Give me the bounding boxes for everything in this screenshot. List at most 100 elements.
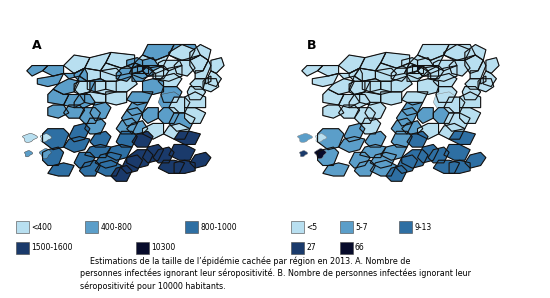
Polygon shape	[483, 71, 497, 87]
Polygon shape	[85, 118, 106, 134]
Polygon shape	[381, 145, 407, 160]
Text: <400: <400	[31, 223, 52, 232]
Polygon shape	[64, 55, 90, 73]
Polygon shape	[404, 63, 431, 79]
Polygon shape	[302, 66, 323, 76]
Polygon shape	[417, 145, 438, 163]
Polygon shape	[360, 52, 386, 71]
Polygon shape	[158, 160, 185, 173]
Polygon shape	[438, 123, 465, 139]
Polygon shape	[370, 152, 397, 168]
Polygon shape	[42, 129, 69, 150]
Polygon shape	[95, 81, 116, 94]
Polygon shape	[106, 76, 138, 92]
Polygon shape	[74, 94, 95, 108]
Polygon shape	[203, 79, 219, 92]
Polygon shape	[53, 79, 79, 94]
Polygon shape	[444, 44, 475, 60]
Polygon shape	[187, 87, 206, 100]
Polygon shape	[402, 92, 428, 105]
Polygon shape	[142, 44, 174, 60]
Polygon shape	[64, 94, 85, 108]
Polygon shape	[74, 76, 95, 94]
Polygon shape	[444, 97, 465, 113]
Polygon shape	[397, 108, 417, 126]
Polygon shape	[163, 123, 190, 139]
Polygon shape	[174, 60, 195, 76]
Polygon shape	[478, 79, 494, 92]
Polygon shape	[417, 44, 449, 60]
Polygon shape	[354, 68, 376, 81]
Bar	[340, 242, 353, 254]
Polygon shape	[349, 81, 365, 94]
Polygon shape	[470, 60, 486, 79]
Bar	[340, 221, 353, 233]
Polygon shape	[40, 134, 52, 142]
Polygon shape	[39, 148, 51, 159]
Polygon shape	[381, 52, 410, 68]
Polygon shape	[208, 71, 222, 87]
Polygon shape	[142, 145, 163, 163]
Polygon shape	[79, 108, 101, 123]
Polygon shape	[116, 118, 138, 134]
Polygon shape	[129, 63, 156, 79]
Polygon shape	[344, 123, 365, 142]
Polygon shape	[161, 87, 182, 103]
Polygon shape	[111, 165, 132, 181]
Polygon shape	[402, 103, 423, 116]
Text: 10300: 10300	[151, 243, 175, 252]
Polygon shape	[376, 63, 410, 76]
Polygon shape	[42, 66, 64, 76]
Polygon shape	[190, 44, 211, 60]
Polygon shape	[106, 145, 132, 160]
Polygon shape	[407, 66, 417, 73]
Polygon shape	[370, 81, 391, 94]
Polygon shape	[417, 66, 438, 76]
Polygon shape	[433, 92, 457, 110]
Polygon shape	[101, 68, 122, 81]
Polygon shape	[354, 108, 376, 123]
Polygon shape	[74, 81, 90, 94]
Polygon shape	[185, 92, 206, 108]
Polygon shape	[370, 160, 397, 176]
Text: 1500-1600: 1500-1600	[31, 243, 73, 252]
Polygon shape	[190, 79, 206, 89]
Bar	[291, 242, 304, 254]
Polygon shape	[195, 60, 211, 79]
Polygon shape	[360, 118, 381, 134]
Polygon shape	[85, 52, 111, 71]
Bar	[85, 221, 98, 233]
Polygon shape	[465, 152, 486, 168]
Polygon shape	[126, 103, 148, 116]
Polygon shape	[433, 73, 457, 87]
Polygon shape	[391, 118, 412, 134]
Polygon shape	[169, 145, 195, 160]
Polygon shape	[211, 58, 224, 73]
Text: 5-7: 5-7	[355, 223, 367, 232]
Polygon shape	[449, 160, 470, 173]
Polygon shape	[365, 103, 386, 121]
Polygon shape	[158, 92, 182, 110]
Polygon shape	[402, 121, 423, 134]
Text: B: B	[307, 39, 317, 52]
Polygon shape	[462, 87, 481, 100]
Polygon shape	[174, 131, 200, 145]
Polygon shape	[69, 123, 90, 142]
Polygon shape	[79, 160, 101, 176]
Polygon shape	[381, 92, 402, 105]
Polygon shape	[158, 73, 182, 87]
Text: A: A	[32, 39, 42, 52]
Polygon shape	[339, 105, 360, 118]
Polygon shape	[410, 55, 444, 68]
Polygon shape	[101, 63, 135, 76]
Bar	[16, 242, 29, 254]
Polygon shape	[48, 105, 69, 118]
Polygon shape	[95, 152, 122, 168]
Polygon shape	[323, 89, 344, 105]
Text: 9-13: 9-13	[414, 223, 431, 232]
Polygon shape	[323, 163, 349, 176]
Polygon shape	[444, 113, 470, 131]
Polygon shape	[486, 58, 499, 73]
Bar	[136, 242, 149, 254]
Polygon shape	[87, 79, 106, 92]
